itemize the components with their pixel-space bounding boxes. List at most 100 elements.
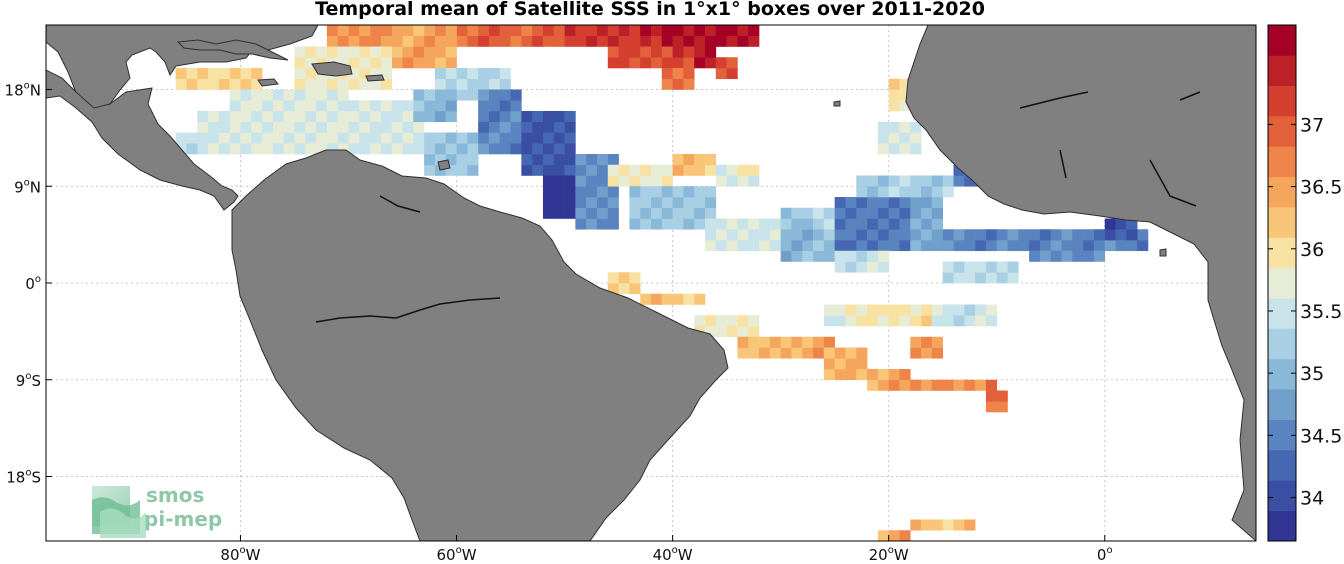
- sss-cell: [975, 261, 987, 273]
- sss-cell: [305, 68, 317, 80]
- sss-cell: [921, 347, 933, 359]
- sss-cell: [499, 68, 511, 80]
- sss-cell: [402, 46, 414, 58]
- sss-cell: [1083, 250, 1095, 262]
- sss-cell: [802, 218, 814, 230]
- sss-cell: [867, 175, 879, 187]
- land-cape-verde: [833, 100, 841, 107]
- sss-cell: [845, 347, 857, 359]
- sss-cell: [856, 229, 868, 241]
- sss-cell: [380, 68, 393, 80]
- sss-cell: [316, 46, 328, 58]
- sss-cell: [942, 379, 954, 391]
- sss-cell: [845, 218, 857, 230]
- sss-cell: [910, 218, 922, 230]
- sss-cell: [607, 283, 619, 295]
- sss-cell: [380, 121, 393, 133]
- sss-cell: [715, 240, 727, 252]
- sss-cell: [672, 207, 684, 219]
- sss-cells: [175, 25, 1149, 541]
- sss-cell: [651, 57, 663, 69]
- sss-cell: [402, 111, 414, 123]
- sss-cell: [337, 100, 349, 112]
- sss-cell: [326, 111, 338, 123]
- sss-cell: [867, 186, 879, 198]
- sss-cell: [877, 229, 889, 241]
- sss-cell: [413, 132, 425, 144]
- colorbar-swatch: [1268, 510, 1296, 542]
- sss-cell: [218, 121, 230, 133]
- sss-cell: [240, 100, 252, 112]
- sss-cell: [218, 78, 230, 90]
- sss-cell: [769, 229, 781, 241]
- sss-cell: [759, 218, 771, 230]
- sss-cell: [640, 175, 652, 187]
- sss-cell: [813, 336, 825, 348]
- sss-cell: [305, 78, 317, 90]
- sss-cell: [856, 358, 868, 370]
- sss-cell: [629, 207, 641, 219]
- sss-cell: [326, 89, 338, 101]
- sss-cell: [683, 78, 695, 90]
- sss-cell: [445, 164, 457, 176]
- waves-logo-icon: [92, 486, 146, 538]
- sss-cell: [575, 164, 587, 176]
- sss-cell: [564, 132, 576, 144]
- sss-cell: [294, 78, 306, 90]
- sss-cell: [391, 100, 403, 112]
- sss-cell: [748, 35, 760, 47]
- sss-cell: [434, 78, 447, 90]
- sss-cell: [921, 315, 933, 327]
- sss-cell: [867, 218, 879, 230]
- sss-cell: [888, 240, 900, 252]
- sss-cell: [175, 68, 187, 80]
- sss-cell: [888, 89, 900, 101]
- sss-cell: [715, 25, 727, 37]
- sss-cell: [208, 143, 220, 155]
- sss-cell: [478, 25, 490, 37]
- sss-cell: [326, 100, 338, 112]
- sss-cell: [532, 121, 544, 133]
- sss-cell: [899, 143, 911, 155]
- sss-cell: [326, 35, 338, 47]
- sss-cell: [996, 401, 1008, 413]
- sss-cell: [683, 293, 695, 305]
- sss-cell: [921, 218, 933, 230]
- sss-cell: [467, 132, 479, 144]
- sss-cell: [845, 250, 857, 262]
- sss-cell: [532, 111, 544, 123]
- sss-cell: [985, 304, 998, 316]
- sss-cell: [640, 197, 652, 209]
- sss-cell: [1093, 240, 1106, 252]
- sss-cell: [564, 154, 576, 166]
- sss-cell: [1039, 229, 1052, 241]
- sss-cell: [888, 197, 900, 209]
- sss-cell: [186, 143, 198, 155]
- sss-cell: [888, 78, 900, 90]
- sss-cell: [1007, 261, 1019, 273]
- colorbar-swatch: [1268, 176, 1296, 208]
- sss-cell: [964, 240, 976, 252]
- sss-cell: [618, 46, 630, 58]
- sss-cell: [456, 164, 468, 176]
- sss-cell: [553, 143, 565, 155]
- sss-cell: [294, 111, 306, 123]
- sss-cell: [921, 186, 933, 198]
- sss-cell: [456, 154, 468, 166]
- sss-cell: [845, 358, 857, 370]
- sss-cell: [856, 197, 868, 209]
- sss-cell: [867, 207, 879, 219]
- sss-cell: [575, 35, 587, 47]
- sss-cell: [521, 35, 533, 47]
- sss-cell: [596, 186, 609, 198]
- sss-cell: [521, 164, 533, 176]
- sss-cell: [326, 78, 338, 90]
- sss-cell: [283, 111, 295, 123]
- sss-cell: [542, 35, 555, 47]
- sss-cell: [499, 132, 511, 144]
- sss-cell: [434, 100, 447, 112]
- sss-cell: [326, 121, 338, 133]
- sss-cell: [1072, 240, 1084, 252]
- sss-cell: [380, 143, 393, 155]
- sss-cell: [445, 111, 457, 123]
